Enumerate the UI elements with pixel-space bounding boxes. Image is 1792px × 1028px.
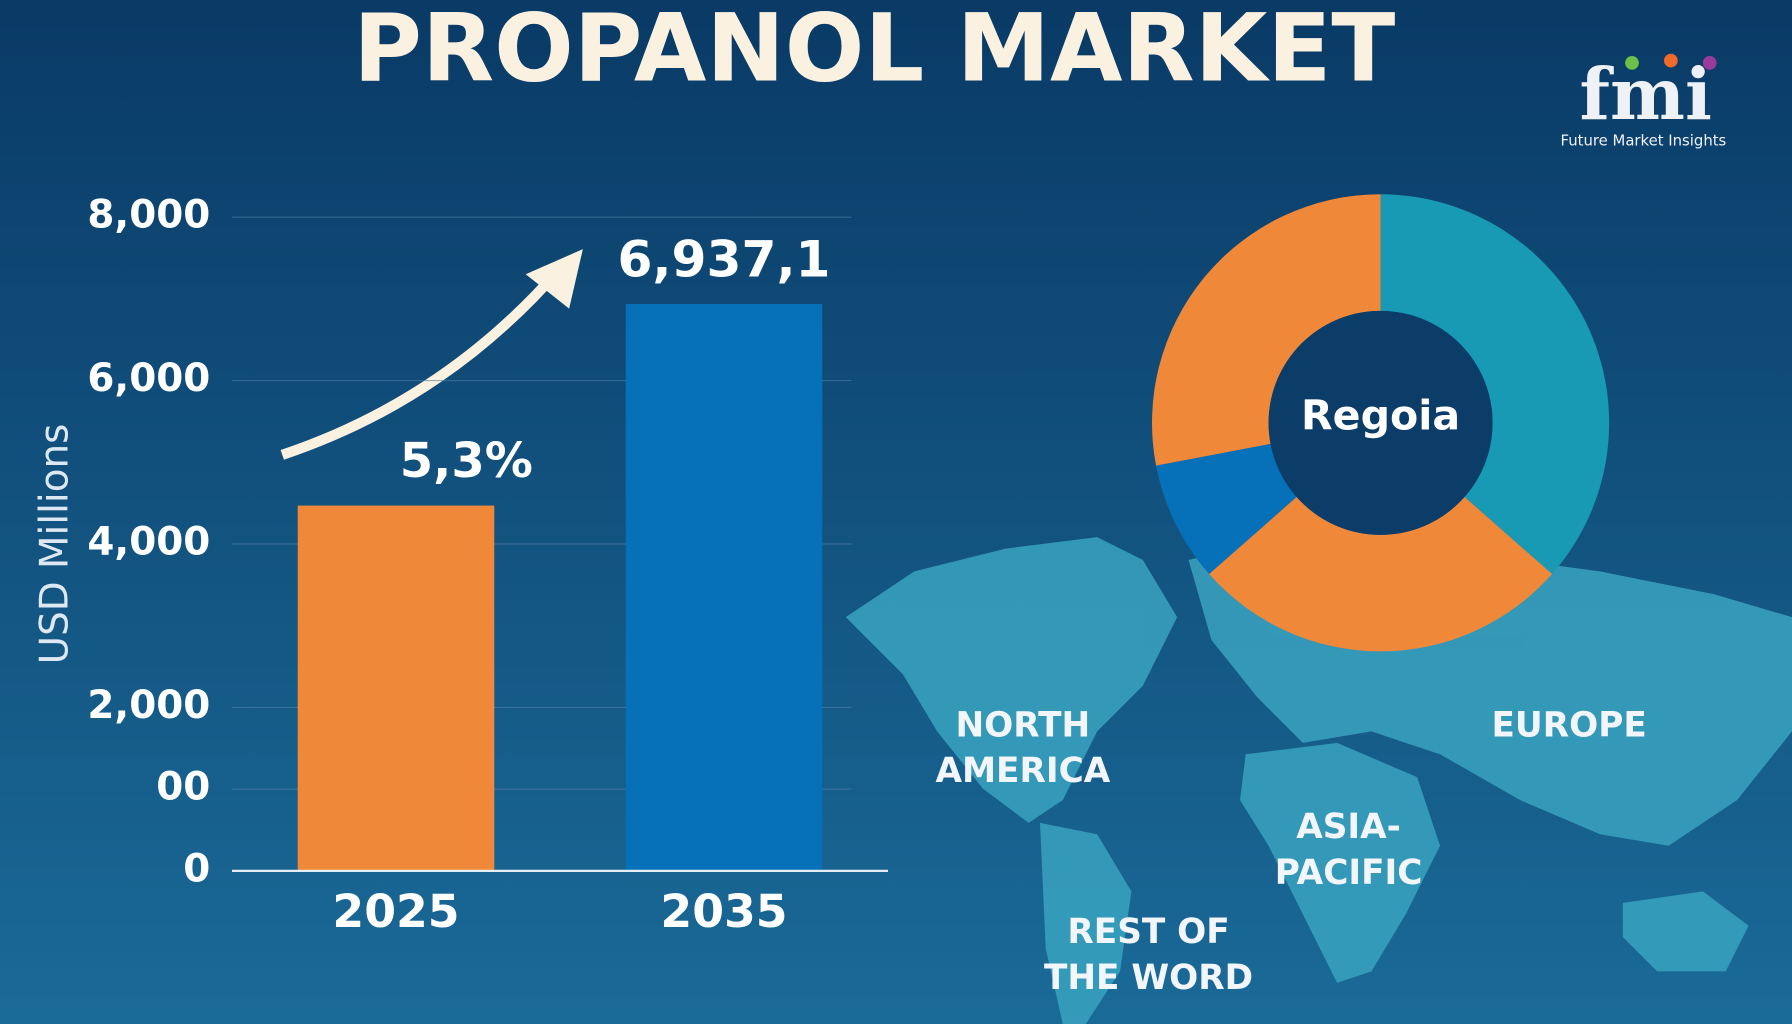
logo-brand: fmi: [1580, 52, 1712, 136]
value-label: 6,937,1: [617, 229, 830, 288]
region-label: PACIFIC: [1275, 853, 1423, 893]
logo-tagline: Future Market Insights: [1561, 132, 1727, 150]
region-label: REST OF: [1067, 912, 1229, 952]
y-tick-label: 00: [156, 765, 210, 810]
donut-segment: [1380, 194, 1610, 575]
y-tick-label: 2,000: [87, 683, 210, 728]
title: PROPANOL MARKET: [353, 0, 1395, 104]
growth-arrowhead: [525, 249, 583, 309]
y-tick-label: 0: [183, 846, 210, 891]
x-tick-label: 2025: [332, 885, 459, 938]
y-axis-label: USD Millions: [33, 424, 78, 665]
donut-segment: [1152, 194, 1381, 466]
region-label: NORTH: [956, 705, 1091, 745]
annotation: 5,3%: [400, 433, 533, 489]
bar: [297, 505, 495, 871]
region-label: ASIA-: [1296, 807, 1401, 847]
logo-dot: [1702, 56, 1717, 70]
center-label: Regoia: [1301, 391, 1460, 439]
donut-segment: [1209, 496, 1553, 652]
region-label: AMERICA: [935, 751, 1110, 791]
region-label: THE WORD: [1044, 958, 1253, 998]
bar: [625, 303, 823, 871]
logo-dot: [1625, 56, 1639, 70]
donut-segment: [1156, 443, 1297, 575]
y-tick-label: 4,000: [87, 519, 210, 564]
y-tick-label: 8,000: [87, 193, 210, 238]
donut-hole: [1268, 310, 1493, 535]
region-label: EUROPE: [1492, 705, 1647, 745]
logo-dot: [1664, 53, 1678, 68]
x-tick-label: 2035: [660, 885, 787, 938]
y-tick-label: 6,000: [87, 356, 210, 401]
